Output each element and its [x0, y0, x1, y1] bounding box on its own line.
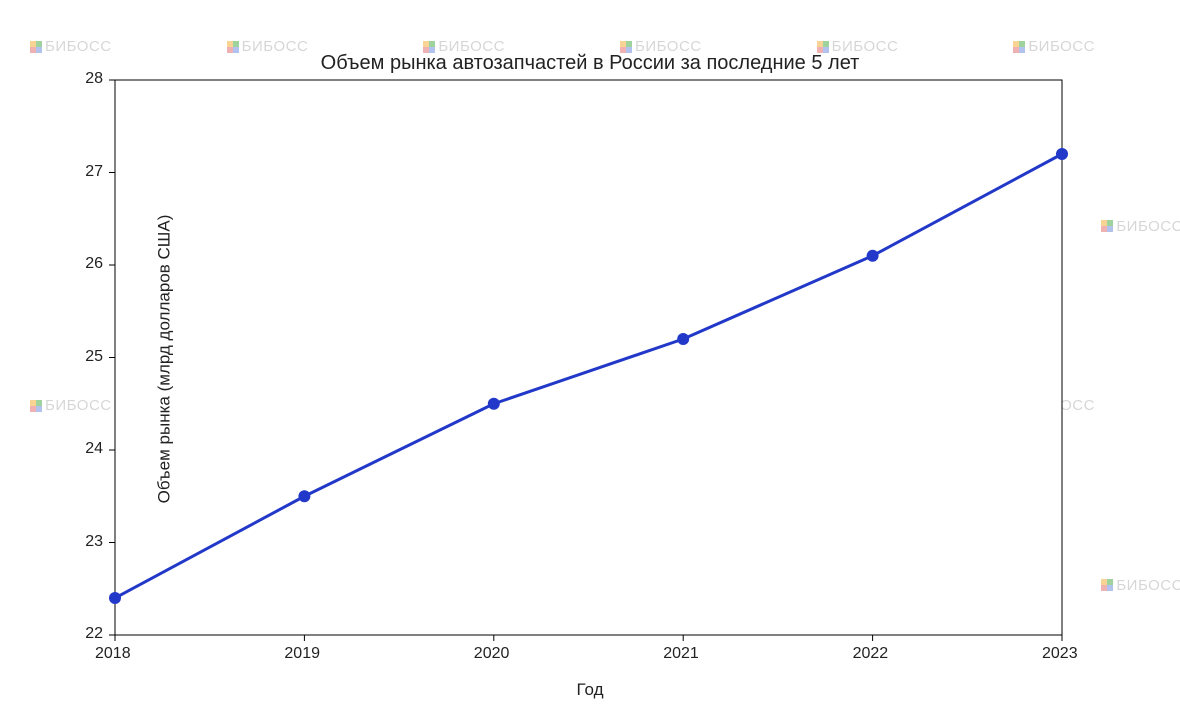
x-axis-label: Год	[576, 680, 603, 700]
y-tick-label: 28	[85, 70, 103, 88]
x-tick-label: 2019	[284, 645, 320, 663]
x-tick-label: 2022	[853, 645, 889, 663]
line-chart-svg	[0, 0, 1180, 718]
chart-container: БИБОССБИБОССБИБОССБИБОССБИБОССБИБОССБИБО…	[0, 0, 1180, 718]
y-axis-label: Объем рынка (млрд долларов США)	[154, 215, 174, 504]
y-tick-label: 26	[85, 255, 103, 273]
y-tick-label: 25	[85, 348, 103, 366]
y-tick-label: 22	[85, 625, 103, 643]
chart-title: Объем рынка автозапчастей в России за по…	[321, 52, 860, 75]
x-tick-label: 2020	[474, 645, 510, 663]
x-tick-label: 2021	[663, 645, 699, 663]
y-tick-label: 23	[85, 533, 103, 551]
x-tick-label: 2023	[1042, 645, 1078, 663]
x-tick-label: 2018	[95, 645, 131, 663]
y-tick-label: 24	[85, 440, 103, 458]
y-tick-label: 27	[85, 163, 103, 181]
